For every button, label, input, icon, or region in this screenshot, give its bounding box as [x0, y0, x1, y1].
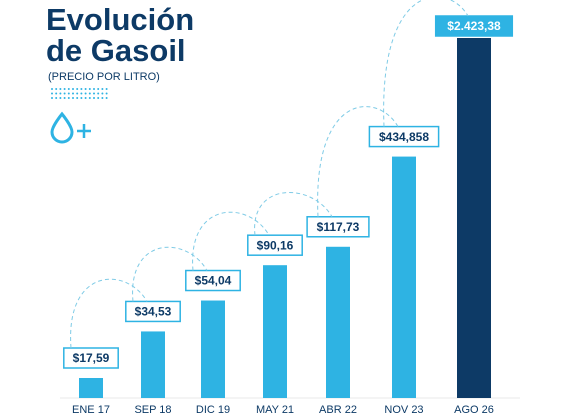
connector [132, 246, 208, 302]
dot [80, 97, 83, 99]
dot [93, 88, 95, 90]
connector [254, 191, 333, 236]
dot [101, 97, 104, 99]
dot [105, 97, 108, 99]
value-label-box [247, 234, 303, 256]
dot [80, 92, 83, 95]
dot [97, 97, 100, 99]
x-tick-label: ABR 22 [319, 404, 357, 416]
dot [76, 97, 79, 99]
value-label: $434,858 [379, 130, 429, 144]
value-label: $2.423,38 [447, 19, 501, 33]
dot [51, 92, 53, 95]
dot [101, 92, 104, 95]
dot [101, 88, 104, 90]
dot [88, 88, 91, 90]
dot [67, 88, 70, 90]
dot [72, 97, 74, 99]
value-label-box [185, 269, 241, 292]
value-label-box [63, 347, 119, 369]
chart-title: de Gasoil [46, 33, 186, 68]
chart-title: Evolución [46, 2, 194, 37]
dot [63, 97, 66, 99]
dot [76, 92, 79, 95]
dot [93, 97, 95, 99]
x-tick-label: DIC 19 [196, 404, 230, 416]
value-label-box [434, 15, 514, 37]
dot [105, 92, 108, 95]
dot [72, 92, 74, 95]
dot [51, 97, 53, 99]
dot-pattern [51, 88, 108, 99]
dot [63, 88, 66, 90]
connector [192, 211, 270, 271]
x-tick-label: SEP 18 [134, 404, 171, 416]
bar [79, 378, 103, 398]
x-tick-label: AGO 26 [454, 404, 494, 416]
dot [84, 92, 87, 95]
dot [55, 97, 58, 99]
dot [59, 92, 62, 95]
dot [67, 92, 70, 95]
drop-icon [50, 111, 74, 144]
value-label-box [125, 300, 181, 323]
dot [76, 88, 79, 90]
value-label: $117,73 [317, 220, 360, 234]
dot [84, 88, 87, 90]
value-label: $17,59 [73, 351, 110, 365]
chart-subtitle: (PRECIO POR LITRO) [48, 71, 160, 83]
connector [70, 278, 148, 349]
dot [88, 97, 91, 99]
value-label: $90,16 [257, 238, 294, 252]
bar [141, 331, 165, 398]
value-label-box [368, 125, 440, 148]
bar [326, 246, 350, 398]
x-tick-label: MAY 21 [256, 404, 294, 416]
dot [97, 88, 100, 90]
bar [201, 300, 225, 398]
connector [317, 106, 399, 217]
dot [72, 88, 74, 90]
bar [457, 38, 491, 398]
connector [383, 0, 469, 127]
value-label-box [306, 216, 370, 238]
bar [263, 265, 287, 398]
dot [51, 88, 53, 90]
dot [59, 88, 62, 90]
dot [84, 97, 87, 99]
dot [88, 92, 91, 95]
value-label: $34,53 [135, 305, 172, 319]
x-tick-label: NOV 23 [384, 404, 423, 416]
dot [55, 92, 58, 95]
value-label: $54,04 [195, 274, 232, 288]
plus-icon [77, 124, 91, 138]
dot [80, 88, 83, 90]
dot [105, 88, 108, 90]
dot [63, 92, 66, 95]
dot [67, 97, 70, 99]
bar [392, 156, 416, 398]
dot [55, 88, 58, 90]
x-tick-label: ENE 17 [72, 404, 110, 416]
dot [93, 92, 95, 95]
dot [59, 97, 62, 99]
dot [97, 92, 100, 95]
